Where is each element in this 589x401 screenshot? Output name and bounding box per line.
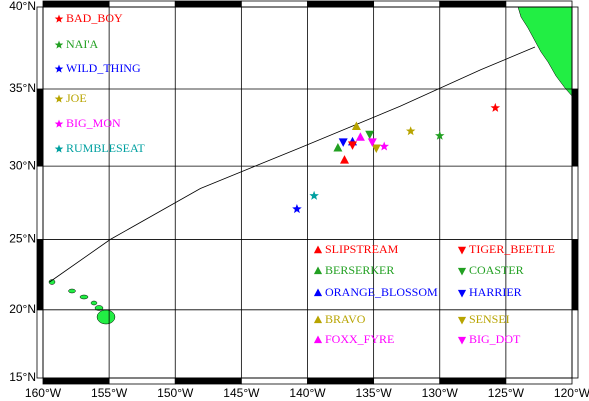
x-tick-label: 150°W — [157, 386, 194, 400]
y-tick-label: 40°N — [9, 0, 36, 13]
legend-label: NAI'A — [66, 37, 98, 51]
legend-label: WILD_THING — [66, 61, 141, 75]
data-point — [333, 143, 343, 152]
legend-marker — [54, 119, 64, 128]
x-tick-label: 120°W — [554, 386, 589, 400]
data-point — [348, 141, 357, 150]
legend-marker — [457, 316, 467, 325]
data-point — [405, 126, 416, 136]
data-point — [355, 132, 365, 141]
legend-marker — [313, 335, 323, 344]
y-tick-label: 20°N — [9, 302, 36, 316]
data-point — [371, 144, 381, 153]
frame-bar — [36, 165, 44, 240]
frame-bar — [108, 377, 176, 385]
y-tick-label: 25°N — [9, 232, 36, 246]
data-point — [490, 102, 501, 112]
data-point — [379, 141, 389, 151]
x-tick-label: 140°W — [289, 386, 326, 400]
legend-label: RUMBLESEAT — [66, 141, 145, 155]
frame-bar — [571, 165, 579, 240]
island — [96, 309, 116, 325]
frame-bar — [505, 377, 573, 385]
data-point — [367, 138, 377, 147]
legend-marker — [313, 315, 323, 324]
legend-marker — [313, 266, 323, 275]
frame-bar — [42, 377, 110, 385]
legend-marker — [54, 14, 64, 23]
frame-bar — [439, 0, 507, 8]
frame-bar — [505, 0, 573, 8]
frame-bar — [571, 88, 579, 167]
x-tick-label: 130°W — [422, 386, 459, 400]
legend-marker — [313, 245, 323, 254]
legend-label: HARRIER — [469, 285, 522, 299]
legend-label: BERSERKER — [325, 263, 394, 277]
map-border — [42, 6, 573, 379]
legend-label: TIGER_BEETLE — [469, 242, 555, 256]
legend-label: BRAVO — [325, 312, 366, 326]
legend-label: COASTER — [469, 263, 524, 277]
frame-bar — [174, 377, 242, 385]
island — [90, 300, 98, 306]
frame-bar — [307, 0, 375, 8]
legend-label: BIG_MON — [66, 116, 121, 130]
legend-marker — [457, 289, 467, 298]
legend-marker — [54, 40, 64, 49]
x-tick-label: 135°W — [356, 386, 393, 400]
frame-bar — [240, 377, 308, 385]
x-tick-label: 155°W — [91, 386, 128, 400]
island — [68, 288, 76, 294]
frame-bar — [307, 377, 375, 385]
frame-bar — [36, 239, 44, 311]
legend-marker — [313, 288, 323, 297]
legend-marker — [457, 246, 467, 255]
x-tick-label: 145°W — [223, 386, 260, 400]
frame-bar — [36, 6, 44, 90]
data-point — [338, 138, 348, 147]
data-point — [309, 190, 319, 200]
frame-bar — [36, 88, 44, 167]
frame-bar — [174, 0, 242, 8]
legend-marker — [54, 144, 64, 153]
legend-label: ORANGE_BLOSSOM — [325, 285, 438, 299]
y-tick-label: 35°N — [9, 81, 36, 95]
island — [79, 294, 89, 300]
frame-bar — [571, 6, 579, 90]
legend-label: SLIPSTREAM — [325, 242, 399, 256]
legend-marker — [54, 64, 64, 73]
x-tick-label: 160°W — [25, 386, 62, 400]
legend-label: FOXX_FYRE — [325, 332, 394, 346]
data-point — [340, 155, 349, 164]
data-point — [292, 204, 302, 214]
legend-label: BAD_BOY — [66, 11, 123, 25]
frame-bar — [240, 0, 308, 8]
data-point — [435, 130, 445, 140]
y-tick-label: 15°N — [9, 370, 36, 384]
x-tick-label: 125°W — [488, 386, 525, 400]
legend-label: SENSEI — [469, 312, 510, 326]
legend-marker — [457, 267, 467, 276]
frame-bar — [108, 0, 176, 8]
data-point — [351, 121, 361, 130]
data-point — [365, 130, 375, 140]
track-line — [49, 46, 536, 283]
frame-bar — [571, 309, 579, 379]
legend-label: BIG_DOT — [469, 332, 521, 346]
legend-label: JOE — [66, 91, 87, 105]
frame-bar — [373, 0, 441, 8]
island — [48, 279, 56, 285]
frame-bar — [439, 377, 507, 385]
frame-bar — [373, 377, 441, 385]
legend-marker — [54, 94, 64, 103]
frame-bar — [36, 309, 44, 379]
y-tick-label: 30°N — [9, 158, 36, 172]
island — [94, 305, 104, 311]
frame-bar — [571, 239, 579, 311]
frame-bar — [42, 0, 110, 8]
legend-marker — [457, 336, 467, 345]
